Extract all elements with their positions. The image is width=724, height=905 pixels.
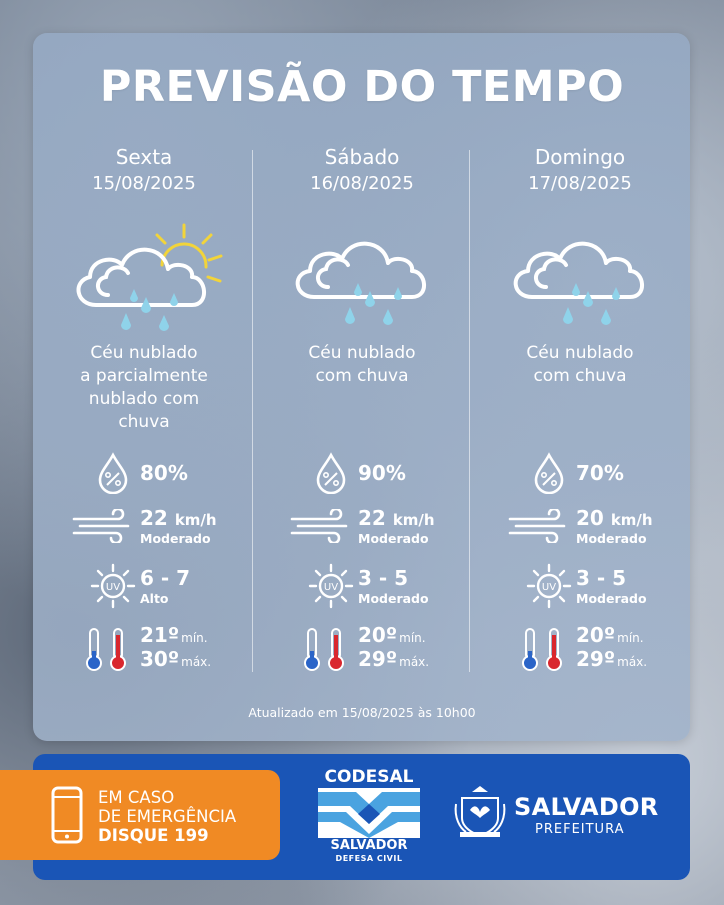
uv-row: UV 3 - 5 Moderado	[252, 563, 472, 611]
humidity-value: 80%	[140, 461, 188, 485]
svg-text:UV: UV	[542, 582, 556, 593]
salvador-logo-sub: PREFEITURA	[535, 822, 625, 837]
temperature-row: 20º mín. 29º máx.	[252, 623, 472, 671]
wind-icon	[508, 509, 566, 543]
day-name: Domingo	[534, 145, 626, 169]
cloud-sun-rain-icon	[76, 223, 223, 331]
wind-label: Moderado	[358, 531, 429, 546]
humidity-drop-icon	[316, 452, 346, 494]
uv-label: Moderado	[358, 591, 429, 606]
wind-speed: 22 km/h	[140, 506, 217, 530]
humidity-drop-icon	[534, 452, 564, 494]
updated-timestamp: Atualizado em 15/08/2025 às 10h00	[248, 705, 476, 720]
emergency-text: EM CASO DE EMERGÊNCIA DISQUE 199	[98, 788, 237, 845]
uv-sun-icon: UV	[526, 563, 572, 609]
svg-text:UV: UV	[106, 582, 120, 593]
temp-min: 21º mín.	[140, 623, 208, 647]
salvador-logo-title: SALVADOR	[514, 793, 659, 821]
uv-value: 3 - 5	[358, 566, 409, 590]
day-name: Sexta	[115, 145, 173, 169]
day-column-saturday: Sábado 16/08/2025 Céu nublado com chuva …	[252, 145, 472, 671]
thermometer-icon	[304, 628, 344, 671]
weather-description: Céu nublado com chuva	[308, 343, 416, 386]
temp-min: 20º mín.	[358, 623, 426, 647]
humidity-value: 70%	[576, 461, 624, 485]
humidity-value: 90%	[358, 461, 406, 485]
uv-sun-icon: UV	[90, 563, 136, 609]
codesal-logo-sub2: DEFESA CIVIL	[335, 854, 403, 863]
wind-row: 22 km/h Moderado	[252, 503, 472, 551]
wind-speed: 20 km/h	[576, 506, 653, 530]
temp-min: 20º mín.	[576, 623, 644, 647]
temperature-row: 21º mín. 30º máx.	[34, 623, 254, 671]
column-divider	[469, 150, 470, 672]
weather-description: Céu nublado com chuva	[526, 343, 634, 386]
wind-label: Moderado	[140, 531, 211, 546]
codesal-logo-title: CODESAL	[324, 767, 414, 787]
day-column-friday: Sexta 15/08/2025 Céu nublado a parcialme…	[34, 145, 254, 671]
wind-icon	[72, 509, 130, 543]
day-date: 17/08/2025	[528, 173, 632, 194]
day-date: 16/08/2025	[310, 173, 414, 194]
salvador-coat-of-arms-icon	[454, 786, 506, 838]
forecast-panel	[33, 33, 690, 741]
wind-label: Moderado	[576, 531, 647, 546]
codesal-logo-sub: SALVADOR	[330, 838, 408, 853]
uv-sun-icon: UV	[308, 563, 354, 609]
day-column-sunday: Domingo 17/08/2025 Céu nublado com chuva…	[470, 145, 690, 671]
humidity-row: 90%	[252, 450, 472, 498]
svg-text:UV: UV	[324, 582, 338, 593]
temperature-row: 20º mín. 29º máx.	[470, 623, 690, 671]
humidity-row: 70%	[470, 450, 690, 498]
thermometer-icon	[86, 628, 126, 671]
codesal-logo	[318, 788, 420, 838]
phone-icon	[51, 786, 83, 844]
temp-max: 29º máx.	[576, 647, 648, 671]
day-date: 15/08/2025	[92, 173, 196, 194]
uv-label: Alto	[140, 591, 169, 606]
cloud-rain-icon	[295, 241, 426, 325]
wind-row: 22 km/h Moderado	[34, 503, 254, 551]
temp-max: 30º máx.	[140, 647, 212, 671]
weather-description: Céu nublado a parcialmente nublado com c…	[80, 343, 208, 432]
uv-value: 6 - 7	[140, 566, 191, 590]
humidity-drop-icon	[98, 452, 128, 494]
wind-icon	[290, 509, 348, 543]
wind-speed: 22 km/h	[358, 506, 435, 530]
uv-row: UV 3 - 5 Moderado	[470, 563, 690, 611]
uv-row: UV 6 - 7 Alto	[34, 563, 254, 611]
wind-row: 20 km/h Moderado	[470, 503, 690, 551]
temp-max: 29º máx.	[358, 647, 430, 671]
uv-label: Moderado	[576, 591, 647, 606]
column-divider	[252, 150, 253, 672]
emergency-banner	[0, 770, 280, 860]
day-name: Sábado	[324, 145, 400, 169]
thermometer-icon	[522, 628, 562, 671]
uv-value: 3 - 5	[576, 566, 627, 590]
page-title: PREVISÃO DO TEMPO	[99, 62, 625, 112]
humidity-row: 80%	[34, 450, 254, 498]
cloud-rain-icon	[513, 241, 644, 325]
